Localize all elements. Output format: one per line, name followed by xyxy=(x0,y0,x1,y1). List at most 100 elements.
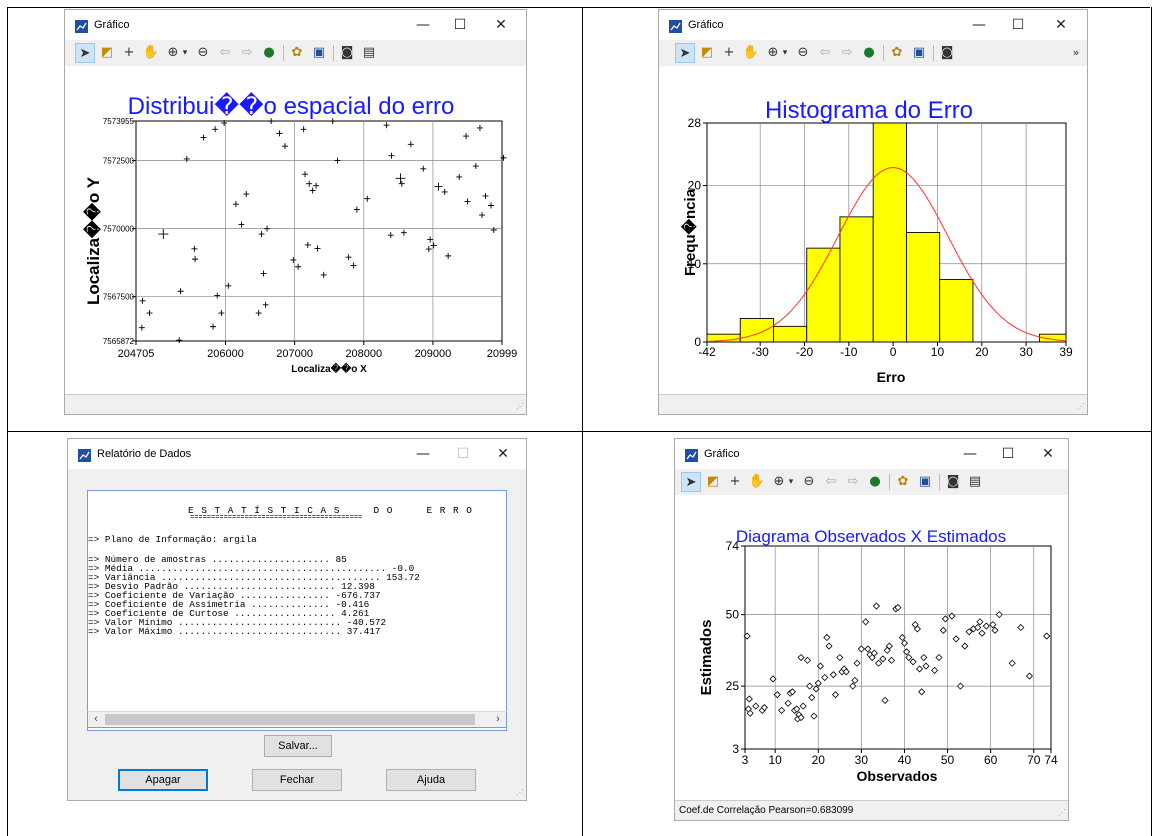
resize-grip-icon[interactable]: ⋰ xyxy=(516,402,524,411)
close-button[interactable]: ✕ xyxy=(1055,17,1067,33)
report-line: => Coeficiente de Curtose ..............… xyxy=(88,608,370,619)
data-point xyxy=(797,713,805,722)
zoom-out-icon[interactable]: ⊖ xyxy=(803,474,815,489)
status-bar: ⋰ xyxy=(65,394,526,414)
globe-icon[interactable]: ● xyxy=(863,45,875,60)
forward-icon[interactable]: ⇨ xyxy=(241,45,253,60)
camera-icon[interactable]: ◙ xyxy=(940,45,954,60)
data-point xyxy=(745,695,753,703)
titlebar[interactable]: Gráfico — ☐ ✕ xyxy=(65,10,526,40)
forward-icon[interactable]: ⇨ xyxy=(841,45,853,60)
table-icon[interactable]: ▤ xyxy=(362,45,376,60)
data-point xyxy=(500,154,507,161)
back-icon[interactable]: ⇦ xyxy=(219,45,231,60)
dropdown-icon[interactable]: ▾ xyxy=(788,477,794,487)
x-tick-label: 204705 xyxy=(118,348,155,360)
scroll-left-icon[interactable]: ‹ xyxy=(94,713,98,725)
cross-icon[interactable]: + xyxy=(729,474,741,489)
data-point xyxy=(192,256,199,263)
data-point xyxy=(918,688,926,696)
clear-button[interactable]: Apagar xyxy=(118,769,208,791)
maximize-button[interactable]: ☐ xyxy=(1001,446,1015,462)
dropdown-icon[interactable]: ▾ xyxy=(182,48,188,58)
close-report-button[interactable]: Fechar xyxy=(252,769,342,791)
select-icon[interactable]: ◩ xyxy=(700,45,714,60)
x-tick-label: -20 xyxy=(796,345,814,359)
back-icon[interactable]: ⇦ xyxy=(819,45,831,60)
minimize-button[interactable]: — xyxy=(972,17,986,33)
data-point xyxy=(255,310,262,317)
select-icon[interactable]: ◩ xyxy=(100,45,114,60)
maximize-button[interactable]: ☐ xyxy=(453,17,467,33)
minimize-button[interactable]: — xyxy=(416,446,430,462)
palette-icon[interactable]: ✿ xyxy=(897,474,909,489)
zoom-in-icon[interactable]: ⊕ xyxy=(167,45,179,60)
data-point xyxy=(948,612,956,620)
palette-icon[interactable]: ✿ xyxy=(891,45,903,60)
maximize-button[interactable]: ☐ xyxy=(1011,17,1025,33)
maximize-button[interactable]: ☐ xyxy=(456,446,470,462)
report-line: => Valor Mínimo ........................… xyxy=(88,617,387,628)
close-button[interactable]: ✕ xyxy=(497,446,509,462)
grid-divider-horizontal xyxy=(7,431,1152,432)
y-tick-label: 3 xyxy=(732,742,739,756)
data-point xyxy=(778,706,786,714)
pointer-icon[interactable]: ➤ xyxy=(75,43,95,63)
report-text-area[interactable]: E S T A T Í S T I C A S D O E R R O ====… xyxy=(87,490,507,731)
data-point xyxy=(797,653,805,662)
back-icon[interactable]: ⇦ xyxy=(825,474,837,489)
zoom-in-icon[interactable]: ⊕ xyxy=(767,45,779,60)
save-icon[interactable]: ▣ xyxy=(912,45,926,60)
cross-icon[interactable]: + xyxy=(723,45,735,60)
grid-divider-vertical xyxy=(582,7,583,836)
save-icon[interactable]: ▣ xyxy=(918,474,932,489)
x-axis-label: Localiza��o X xyxy=(291,362,367,375)
close-button[interactable]: ✕ xyxy=(1042,446,1054,462)
titlebar[interactable]: Relatório de Dados — ☐ ✕ xyxy=(68,439,526,469)
camera-icon[interactable]: ◙ xyxy=(946,474,960,489)
save-icon[interactable]: ▣ xyxy=(312,45,326,60)
camera-icon[interactable]: ◙ xyxy=(340,45,354,60)
minimize-button[interactable]: — xyxy=(963,446,977,462)
resize-grip-icon[interactable]: ⋰ xyxy=(516,788,524,797)
pan-icon[interactable]: ✋ xyxy=(742,45,760,60)
scrollbar-thumb[interactable] xyxy=(105,714,475,725)
pan-icon[interactable]: ✋ xyxy=(748,474,766,489)
resize-grip-icon[interactable]: ⋰ xyxy=(1058,808,1066,817)
palette-icon[interactable]: ✿ xyxy=(291,45,303,60)
save-button[interactable]: Salvar... xyxy=(264,735,332,757)
globe-icon[interactable]: ● xyxy=(263,45,275,60)
data-point xyxy=(464,198,471,205)
data-point xyxy=(894,603,902,612)
titlebar[interactable]: Gráfico — ☐ ✕ xyxy=(659,10,1087,40)
scroll-right-icon[interactable]: › xyxy=(496,713,500,725)
data-point xyxy=(488,202,495,209)
table-icon[interactable]: ▤ xyxy=(968,474,982,489)
data-point xyxy=(982,622,990,630)
titlebar[interactable]: Gráfico — ☐ ✕ xyxy=(675,439,1068,469)
select-icon[interactable]: ◩ xyxy=(706,474,720,489)
zoom-out-icon[interactable]: ⊖ xyxy=(797,45,809,60)
dropdown-icon[interactable]: ▾ xyxy=(782,48,788,58)
resize-grip-icon[interactable]: ⋰ xyxy=(1077,402,1085,411)
pointer-icon[interactable]: ➤ xyxy=(675,43,695,63)
histogram-bar xyxy=(1038,333,1067,343)
globe-icon[interactable]: ● xyxy=(869,474,881,489)
x-tick-label: 20 xyxy=(975,345,989,359)
help-button[interactable]: Ajuda xyxy=(386,769,476,791)
forward-icon[interactable]: ⇨ xyxy=(847,474,859,489)
cross-icon[interactable]: + xyxy=(123,45,135,60)
toolbar-overflow-button[interactable]: » xyxy=(1072,46,1080,59)
data-point xyxy=(900,639,909,647)
data-point xyxy=(183,155,190,162)
zoom-out-icon[interactable]: ⊖ xyxy=(197,45,209,60)
horizontal-scrollbar[interactable]: ‹ › xyxy=(87,711,507,728)
data-point xyxy=(225,282,232,289)
toolbar: ➤ ◩ + ✋ ⊕ ▾ ⊖ ⇦ ⇨ ● ✿ ▣ ◙ » xyxy=(659,40,1087,66)
close-button[interactable]: ✕ xyxy=(495,17,507,33)
pan-icon[interactable]: ✋ xyxy=(142,45,160,60)
data-point xyxy=(915,665,924,673)
minimize-button[interactable]: — xyxy=(416,17,430,33)
pointer-icon[interactable]: ➤ xyxy=(681,472,701,492)
zoom-in-icon[interactable]: ⊕ xyxy=(773,474,785,489)
